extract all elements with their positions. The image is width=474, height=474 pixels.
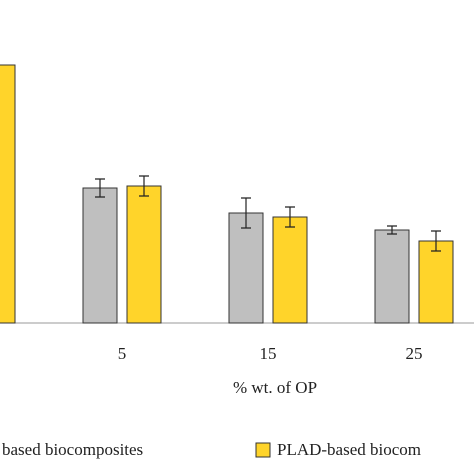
x-tick-label: 5 (118, 344, 127, 363)
error-bar (431, 230, 441, 252)
bar (0, 64, 16, 324)
x-tick-label: 15 (260, 344, 277, 363)
x-axis-title: % wt. of OP (233, 378, 317, 397)
error-bar (387, 225, 397, 235)
x-tick-label: 25 (406, 344, 423, 363)
legend-label: based biocomposites (2, 440, 143, 459)
legend-swatch (255, 442, 271, 458)
bar (228, 212, 264, 324)
bar (272, 216, 308, 324)
bar (374, 229, 410, 324)
bar (82, 187, 118, 324)
legend-label: PLAD-based biocom (277, 440, 421, 459)
error-bar (95, 178, 105, 198)
bar (126, 185, 162, 324)
error-bar (285, 206, 295, 228)
bar (418, 240, 454, 324)
error-bar (241, 197, 251, 229)
error-bar (139, 175, 149, 197)
